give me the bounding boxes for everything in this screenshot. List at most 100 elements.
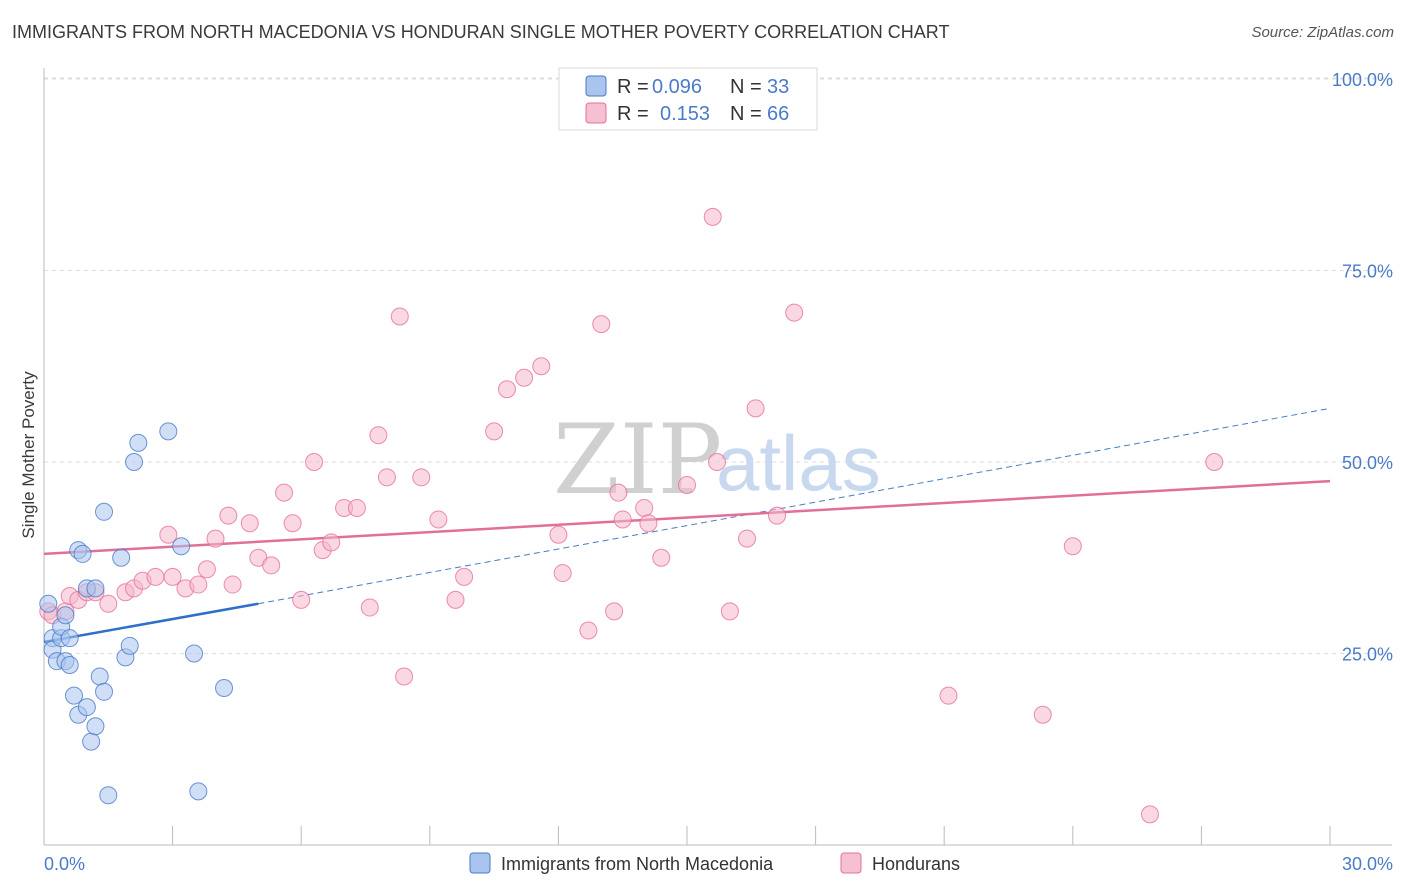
- legend-r-label-2: R =: [617, 103, 649, 125]
- point-north-macedonia: [86, 717, 105, 736]
- point-north-macedonia: [39, 594, 58, 613]
- trend-lines: [43, 407, 1331, 644]
- point-hondurans: [1063, 537, 1082, 556]
- point-hondurans: [429, 510, 448, 529]
- point-north-macedonia: [82, 732, 101, 751]
- point-hondurans: [703, 207, 722, 226]
- point-hondurans: [305, 453, 324, 471]
- point-hondurans: [240, 514, 259, 533]
- series-legend-swatch-pink: [840, 852, 862, 874]
- point-hondurans: [347, 498, 366, 517]
- point-hondurans: [738, 529, 757, 548]
- point-hondurans: [678, 475, 696, 494]
- point-hondurans: [485, 422, 504, 441]
- point-north-macedonia: [172, 537, 191, 556]
- point-north-macedonia: [95, 682, 114, 701]
- point-north-macedonia: [112, 548, 131, 567]
- series-legend-swatch-blue: [469, 852, 491, 874]
- y-tick-label: 50.0%: [1342, 453, 1393, 473]
- legend-n-value-2: 66: [767, 103, 789, 125]
- trend-line-blue: [43, 602, 259, 644]
- point-north-macedonia: [77, 698, 96, 717]
- legend-swatch-pink: [585, 102, 607, 124]
- point-hondurans: [720, 602, 739, 621]
- point-hondurans: [377, 468, 396, 487]
- point-hondurans: [369, 426, 388, 445]
- point-hondurans: [579, 621, 598, 640]
- legend-n-value-1: 33: [767, 76, 789, 98]
- point-hondurans: [939, 686, 958, 705]
- watermark-zip: ZIP: [553, 404, 722, 516]
- point-north-macedonia: [120, 636, 139, 655]
- legend-n-label-1: N =: [730, 76, 762, 98]
- point-north-macedonia: [73, 544, 92, 563]
- point-north-macedonia: [99, 786, 118, 805]
- point-hondurans: [515, 368, 534, 387]
- point-north-macedonia: [65, 686, 84, 705]
- point-hondurans: [197, 560, 216, 579]
- point-hondurans: [163, 567, 182, 586]
- source-credit: Source: ZipAtlas.com: [1251, 24, 1394, 41]
- point-hondurans: [609, 483, 628, 502]
- point-hondurans: [635, 498, 654, 517]
- point-hondurans: [412, 468, 431, 487]
- legend-r-label-1: R =: [617, 76, 649, 98]
- series-legend: Immigrants from North Macedonia Honduran…: [469, 852, 960, 874]
- series-legend-label-blue: Immigrants from North Macedonia: [501, 854, 774, 874]
- watermark-atlas: atlas: [716, 419, 881, 507]
- data-points: [39, 207, 1224, 824]
- point-north-macedonia: [60, 629, 79, 648]
- point-north-macedonia: [189, 782, 208, 801]
- legend-n-label-2: N =: [730, 103, 762, 125]
- point-north-macedonia: [56, 606, 75, 625]
- stats-legend: R = 0.096 N = 33 R = 0.153 N = 66: [558, 67, 818, 131]
- point-hondurans: [275, 483, 294, 502]
- point-north-macedonia: [60, 655, 79, 674]
- trend-line-pink: [43, 479, 1331, 556]
- y-tick-label: 25.0%: [1342, 645, 1393, 665]
- point-hondurans: [223, 575, 242, 594]
- y-tick-label: 100.0%: [1332, 70, 1393, 90]
- point-north-macedonia: [129, 433, 148, 452]
- point-hondurans: [605, 602, 624, 621]
- point-north-macedonia: [185, 644, 204, 663]
- point-hondurans: [219, 506, 238, 525]
- point-hondurans: [1140, 805, 1159, 824]
- axes: [43, 68, 1392, 846]
- point-hondurans: [652, 548, 671, 567]
- point-hondurans: [746, 399, 765, 418]
- point-hondurans: [395, 667, 414, 686]
- point-hondurans: [768, 506, 787, 525]
- legend-r-value-1: 0.096: [652, 76, 702, 98]
- point-hondurans: [613, 510, 632, 529]
- watermark: ZIP atlas: [553, 404, 881, 516]
- point-hondurans: [446, 590, 465, 609]
- x-tick-label-min: 0.0%: [44, 854, 85, 874]
- point-hondurans: [390, 307, 409, 326]
- tick-labels: 25.0% 50.0% 75.0% 100.0% 0.0% 30.0%: [44, 70, 1393, 874]
- point-hondurans: [553, 564, 572, 583]
- point-north-macedonia: [125, 453, 144, 471]
- y-tick-label: 75.0%: [1342, 262, 1393, 282]
- point-hondurans: [497, 380, 516, 399]
- legend-r-value-2: 0.153: [660, 103, 710, 125]
- point-hondurans: [99, 594, 118, 613]
- point-hondurans: [708, 453, 727, 471]
- point-hondurans: [322, 533, 341, 552]
- point-north-macedonia: [215, 678, 234, 697]
- point-hondurans: [159, 525, 178, 544]
- point-hondurans: [592, 315, 611, 334]
- trend-line-blue-extension: [258, 407, 1331, 605]
- point-hondurans: [146, 567, 165, 586]
- point-hondurans: [785, 303, 804, 322]
- point-hondurans: [292, 590, 311, 609]
- point-hondurans: [189, 575, 208, 594]
- point-north-macedonia: [159, 422, 178, 441]
- point-north-macedonia: [95, 502, 114, 521]
- legend-swatch-blue: [585, 75, 607, 97]
- point-hondurans: [262, 556, 281, 575]
- y-axis-label: Single Mother Poverty: [19, 371, 38, 539]
- point-hondurans: [1205, 453, 1224, 471]
- chart-title: IMMIGRANTS FROM NORTH MACEDONIA VS HONDU…: [12, 22, 950, 42]
